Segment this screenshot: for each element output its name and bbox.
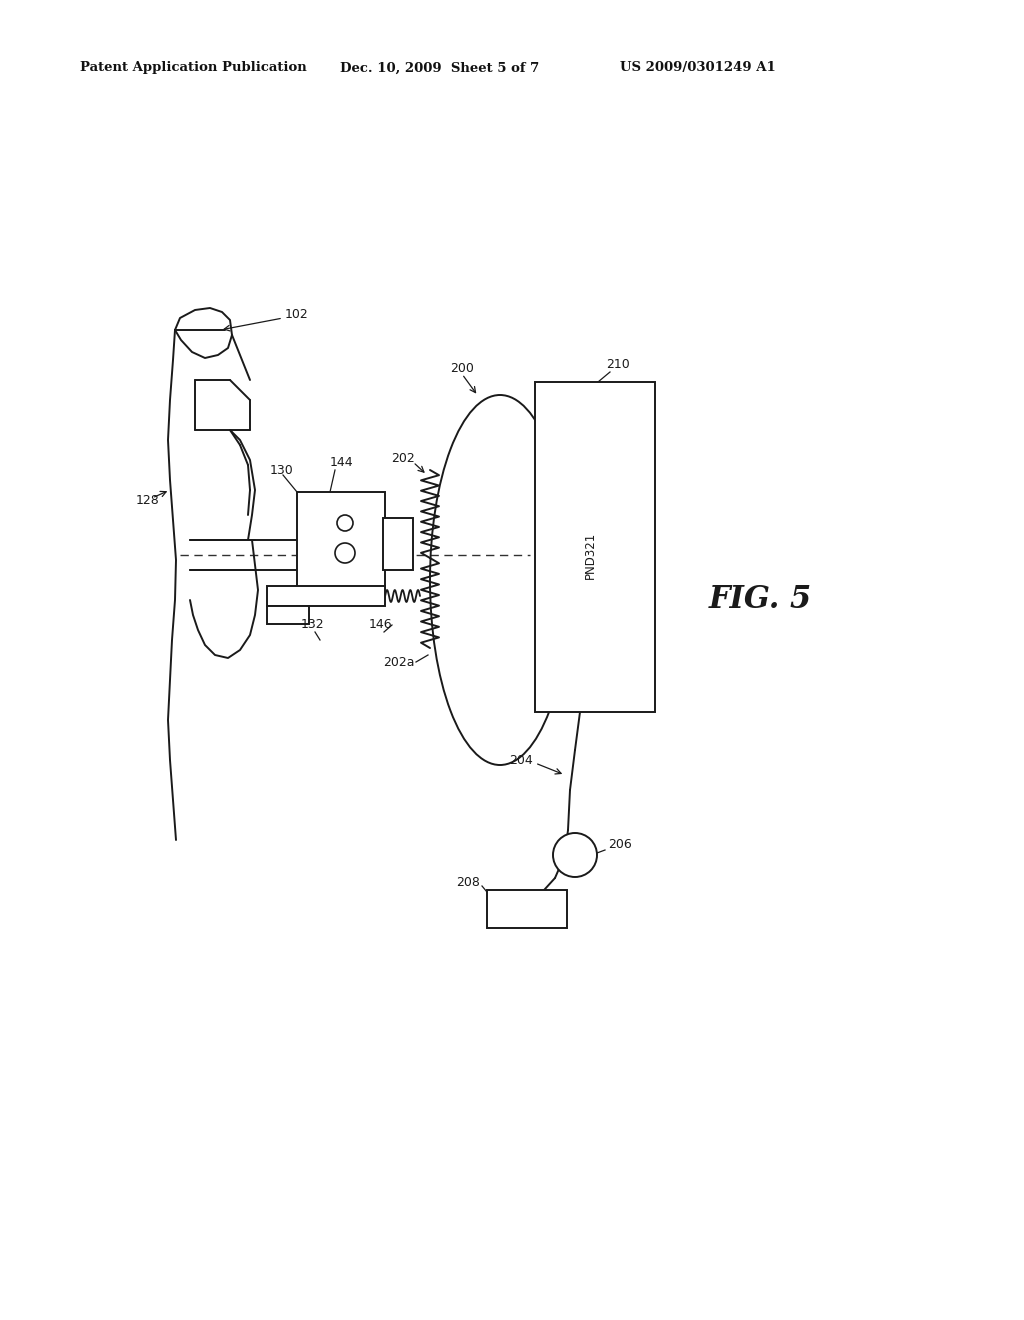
Bar: [383, 517, 413, 570]
Text: 102: 102: [285, 309, 309, 322]
Text: 202a: 202a: [384, 656, 415, 668]
Bar: [267, 586, 385, 606]
Bar: [267, 606, 309, 624]
Text: 132: 132: [300, 619, 324, 631]
Text: 210: 210: [606, 359, 630, 371]
Text: 204: 204: [509, 754, 534, 767]
Bar: [297, 492, 385, 587]
Text: PND321: PND321: [584, 532, 597, 578]
Text: 206: 206: [608, 838, 632, 851]
Text: Patent Application Publication: Patent Application Publication: [80, 62, 307, 74]
Text: US 2009/0301249 A1: US 2009/0301249 A1: [620, 62, 776, 74]
Text: 202: 202: [391, 451, 415, 465]
Bar: [535, 381, 655, 711]
Text: 128: 128: [136, 494, 160, 507]
Text: 130: 130: [270, 463, 294, 477]
Text: 144: 144: [330, 455, 353, 469]
Text: FIG. 5: FIG. 5: [709, 585, 812, 615]
Text: 200: 200: [451, 362, 474, 375]
Text: Dec. 10, 2009  Sheet 5 of 7: Dec. 10, 2009 Sheet 5 of 7: [340, 62, 540, 74]
Bar: [487, 890, 567, 928]
Circle shape: [553, 833, 597, 876]
Text: 146: 146: [369, 619, 392, 631]
Text: 208: 208: [456, 875, 480, 888]
